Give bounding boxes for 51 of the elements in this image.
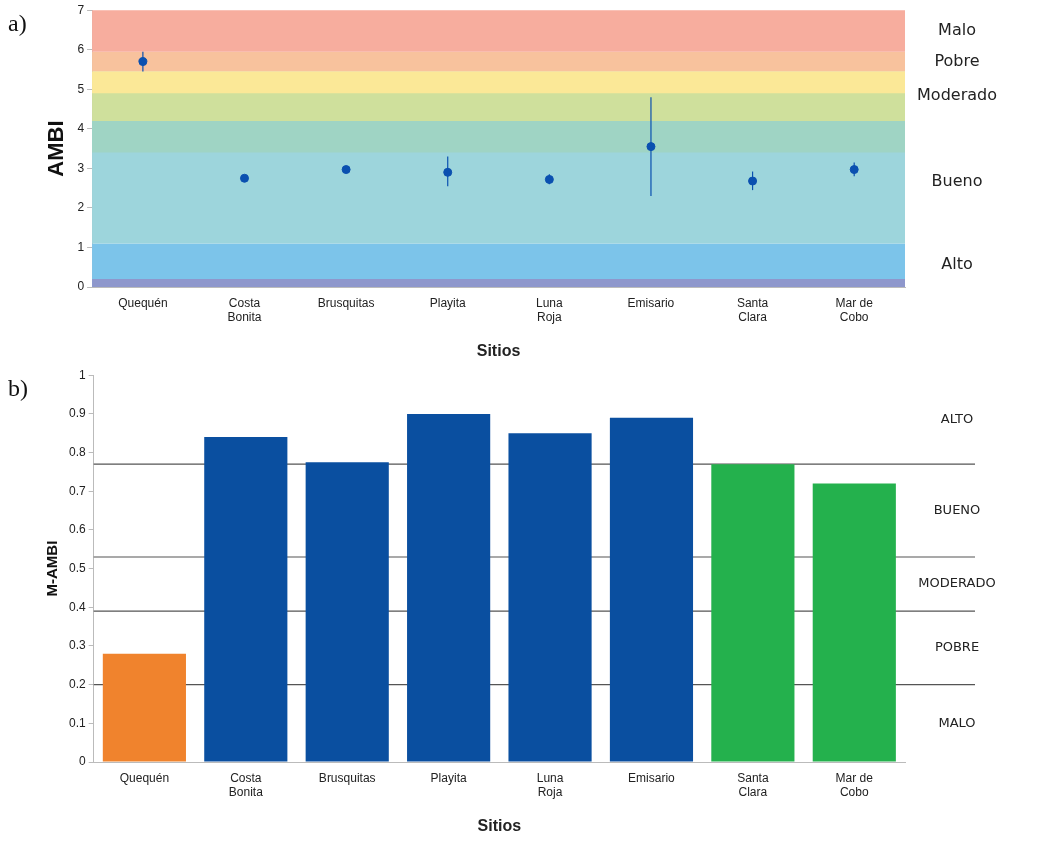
y-tick-label: 0.9	[68, 406, 86, 421]
text: b)	[8, 375, 28, 402]
y-tick-label: 1	[77, 239, 85, 254]
x-axis-title: Sitios	[477, 816, 522, 834]
annotation: BUENO	[933, 501, 981, 517]
x-tick-label: Luna Roja	[535, 295, 564, 324]
x-tick-label: Brusquitas	[317, 295, 375, 310]
band-label: Moderado	[917, 85, 997, 105]
x-tick-label: Mar de Cobo	[835, 295, 874, 324]
x-tick-label: Brusquitas	[318, 770, 376, 785]
y-tick-label: 0	[78, 754, 86, 769]
y-tick-label: 0	[77, 279, 85, 294]
y-tick-label: 0.2	[68, 676, 86, 691]
y-tick-label: 7	[77, 2, 85, 17]
y-tick-label: 2	[77, 200, 85, 215]
annotation: MALO	[938, 714, 976, 730]
x-tick-label: Emisario	[628, 770, 676, 785]
x-tick-label: Quequén	[119, 770, 170, 785]
text: a)	[8, 10, 27, 37]
x-tick-label: Santa Clara	[737, 770, 769, 799]
x-axis-title: Sitios	[476, 341, 521, 359]
x-tick-label: Mar de Cobo	[835, 770, 874, 799]
x-tick-label: Emisario	[627, 295, 675, 310]
y-tick-label: 4	[77, 121, 85, 136]
band-label: Pobre	[934, 50, 980, 70]
y-tick-label: 3	[77, 160, 85, 175]
x-tick-label: Playita	[430, 770, 467, 785]
y-tick-label: 0.1	[68, 715, 86, 730]
y-tick-label: 0.6	[68, 522, 86, 537]
band-label: Malo	[938, 20, 976, 40]
annotation: ALTO	[940, 411, 974, 427]
y-tick-label: 0.3	[68, 638, 86, 653]
annotation: POBRE	[934, 639, 980, 655]
y-tick-label: 0.7	[68, 483, 86, 498]
y-tick-label: 0.4	[68, 599, 86, 614]
y-axis-title: AMBI	[43, 120, 69, 177]
y-axis-title: M-AMBI	[43, 540, 61, 597]
x-tick-label: Luna Roja	[536, 770, 564, 799]
band-label: Alto	[941, 254, 973, 274]
annotation: MODERADO	[918, 575, 996, 591]
y-tick-label: 6	[77, 42, 85, 57]
x-tick-label: Costa Bonita	[228, 770, 264, 799]
y-tick-label: 1	[78, 367, 86, 382]
y-tick-label: 5	[77, 81, 85, 96]
x-tick-label: Quequén	[118, 295, 168, 310]
y-tick-label: 0.8	[68, 444, 86, 459]
x-tick-label: Playita	[429, 295, 467, 310]
band-label: Bueno	[931, 171, 983, 191]
y-tick-label: 0.5	[68, 560, 86, 575]
x-tick-label: Costa Bonita	[227, 295, 262, 324]
x-tick-label: Santa Clara	[736, 295, 769, 324]
